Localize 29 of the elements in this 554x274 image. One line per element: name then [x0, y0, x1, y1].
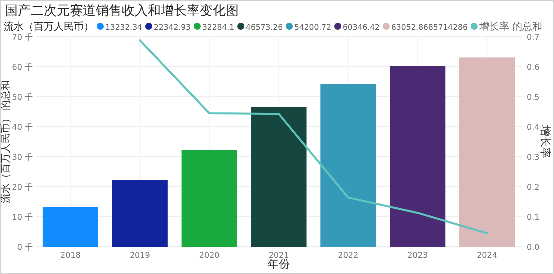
x-tick-label: 2021 [268, 251, 290, 260]
y-tick-label: 60 千 [12, 63, 33, 72]
x-tick-label: 2020 [199, 251, 220, 260]
y2-tick-label: 0.0 [527, 243, 540, 252]
y-tick-label: 0 千 [17, 243, 33, 252]
y-tick-label: 70 千 [12, 33, 33, 42]
y-tick-label: 30 千 [12, 153, 33, 162]
chart-title: 国产二次元赛道销售收入和增长率变化图 [5, 3, 239, 19]
y2-tick-label: 0.2 [527, 183, 540, 192]
y2-tick-label: 0.5 [527, 93, 540, 102]
x-tick-label: 2022 [338, 251, 359, 260]
x-tick-label: 2018 [60, 251, 81, 260]
y-tick-label: 40 千 [12, 123, 33, 132]
y-tick-label: 20 千 [12, 183, 33, 192]
x-axis-title: 年份 [268, 258, 290, 271]
x-tick-label: 2024 [477, 251, 498, 260]
y-axis-title: 流水（百万人民币） 的总和 [0, 80, 12, 204]
y-tick-label: 50 千 [12, 93, 33, 102]
legend-label: 增长率 的总和 [478, 21, 543, 33]
y2-tick-label: 0.3 [527, 153, 540, 162]
y2-tick-label: 0.7 [527, 33, 540, 42]
y2-tick-label: 0.1 [527, 213, 540, 222]
y-tick-label: 10 千 [12, 213, 33, 222]
y2-tick-label: 0.6 [527, 63, 540, 72]
y2-tick-label: 0.4 [527, 123, 540, 132]
y2-axis-title: 增长率 [539, 124, 552, 158]
legend-title: 流水（百万人民币） [4, 21, 94, 33]
x-tick-label: 2023 [408, 251, 428, 260]
x-tick-label: 2019 [130, 251, 150, 260]
